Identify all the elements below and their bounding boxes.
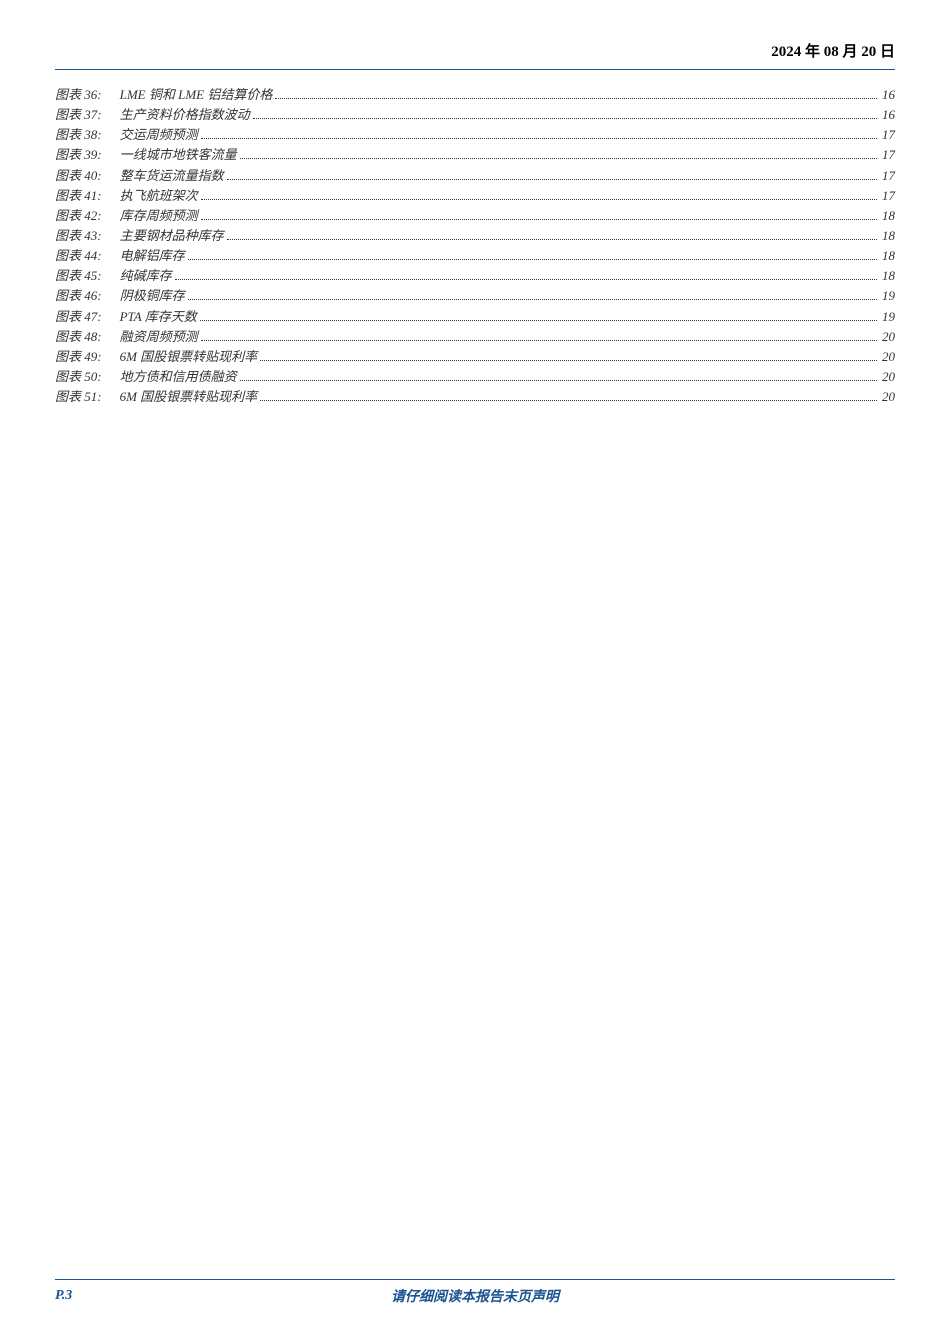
toc-entry: 图表 40: 整车货运流量指数 17 xyxy=(55,166,895,186)
toc-page: 20 xyxy=(880,387,895,407)
toc-title: 6M 国股银票转贴现利率 xyxy=(120,347,258,367)
toc-title: 库存周频预测 xyxy=(120,206,198,226)
toc-page: 17 xyxy=(880,166,895,186)
toc-dots xyxy=(240,380,877,381)
toc-dots xyxy=(175,279,877,280)
toc-title: 整车货运流量指数 xyxy=(120,166,224,186)
toc-title: 融资周频预测 xyxy=(120,327,198,347)
toc-label: 图表 49: xyxy=(55,347,120,367)
toc-page: 18 xyxy=(880,226,895,246)
page-header: 2024 年 08 月 20 日 xyxy=(55,40,895,70)
toc-entry: 图表 49: 6M 国股银票转贴现利率 20 xyxy=(55,347,895,367)
toc-label: 图表 43: xyxy=(55,226,120,246)
toc-label: 图表 36: xyxy=(55,85,120,105)
toc-dots xyxy=(201,199,877,200)
toc-title: 主要钢材品种库存 xyxy=(120,226,224,246)
toc-entry: 图表 37: 生产资料价格指数波动 16 xyxy=(55,105,895,125)
toc-dots xyxy=(240,158,877,159)
toc-page: 18 xyxy=(880,246,895,266)
toc-label: 图表 50: xyxy=(55,367,120,387)
toc-label: 图表 38: xyxy=(55,125,120,145)
toc-entry: 图表 44: 电解铝库存 18 xyxy=(55,246,895,266)
toc-page: 16 xyxy=(880,105,895,125)
toc-dots xyxy=(227,239,877,240)
toc-entry: 图表 41: 执飞航班架次 17 xyxy=(55,186,895,206)
toc-page: 19 xyxy=(880,286,895,306)
page-footer: P.3 请仔细阅读本报告末页声明 xyxy=(55,1279,895,1304)
toc-title: 交运周频预测 xyxy=(120,125,198,145)
toc-entry: 图表 42: 库存周频预测 18 xyxy=(55,206,895,226)
toc-entry: 图表 48: 融资周频预测 20 xyxy=(55,327,895,347)
page-number: P.3 xyxy=(55,1288,72,1304)
toc-page: 19 xyxy=(880,307,895,327)
toc-title: 地方债和信用债融资 xyxy=(120,367,237,387)
toc-entry: 图表 45: 纯碱库存 18 xyxy=(55,266,895,286)
toc-entry: 图表 38: 交运周频预测 17 xyxy=(55,125,895,145)
toc-page: 20 xyxy=(880,327,895,347)
toc-dots xyxy=(201,340,877,341)
toc-title: 6M 国股银票转贴现利率 xyxy=(120,387,258,407)
toc-dots xyxy=(227,179,877,180)
toc-label: 图表 39: xyxy=(55,145,120,165)
toc-title: 纯碱库存 xyxy=(120,266,172,286)
toc-dots xyxy=(201,138,877,139)
toc-entry: 图表 43: 主要钢材品种库存 18 xyxy=(55,226,895,246)
toc-label: 图表 51: xyxy=(55,387,120,407)
toc-page: 20 xyxy=(880,347,895,367)
toc-dots xyxy=(253,118,877,119)
toc-entry: 图表 46: 阴极铜库存 19 xyxy=(55,286,895,306)
toc-label: 图表 45: xyxy=(55,266,120,286)
toc-entry: 图表 47: PTA 库存天数 19 xyxy=(55,307,895,327)
toc-dots xyxy=(260,360,877,361)
toc-label: 图表 44: xyxy=(55,246,120,266)
toc-entry: 图表 50: 地方债和信用债融资 20 xyxy=(55,367,895,387)
toc-title: LME 铜和 LME 铝结算价格 xyxy=(120,85,273,105)
toc-label: 图表 46: xyxy=(55,286,120,306)
toc-dots xyxy=(200,320,877,321)
toc-title: 电解铝库存 xyxy=(120,246,185,266)
toc-page: 18 xyxy=(880,206,895,226)
footer-disclaimer: 请仔细阅读本报告末页声明 xyxy=(391,1286,559,1306)
toc-entry: 图表 51: 6M 国股银票转贴现利率 20 xyxy=(55,387,895,407)
toc-dots xyxy=(188,259,877,260)
toc-entry: 图表 39: 一线城市地铁客流量 17 xyxy=(55,145,895,165)
toc-label: 图表 40: xyxy=(55,166,120,186)
toc-label: 图表 37: xyxy=(55,105,120,125)
toc-dots xyxy=(201,219,877,220)
table-of-contents: 图表 36: LME 铜和 LME 铝结算价格 16 图表 37: 生产资料价格… xyxy=(55,85,895,407)
toc-label: 图表 47: xyxy=(55,307,120,327)
toc-page: 20 xyxy=(880,367,895,387)
toc-title: 一线城市地铁客流量 xyxy=(120,145,237,165)
toc-dots xyxy=(188,299,877,300)
toc-dots xyxy=(275,98,877,99)
toc-title: 生产资料价格指数波动 xyxy=(120,105,250,125)
toc-page: 17 xyxy=(880,125,895,145)
toc-dots xyxy=(260,400,877,401)
toc-title: PTA 库存天数 xyxy=(120,307,197,327)
toc-label: 图表 42: xyxy=(55,206,120,226)
toc-page: 18 xyxy=(880,266,895,286)
toc-entry: 图表 36: LME 铜和 LME 铝结算价格 16 xyxy=(55,85,895,105)
toc-page: 17 xyxy=(880,186,895,206)
toc-title: 阴极铜库存 xyxy=(120,286,185,306)
header-date: 2024 年 08 月 20 日 xyxy=(771,44,895,60)
toc-page: 16 xyxy=(880,85,895,105)
toc-label: 图表 41: xyxy=(55,186,120,206)
toc-label: 图表 48: xyxy=(55,327,120,347)
toc-title: 执飞航班架次 xyxy=(120,186,198,206)
toc-page: 17 xyxy=(880,145,895,165)
